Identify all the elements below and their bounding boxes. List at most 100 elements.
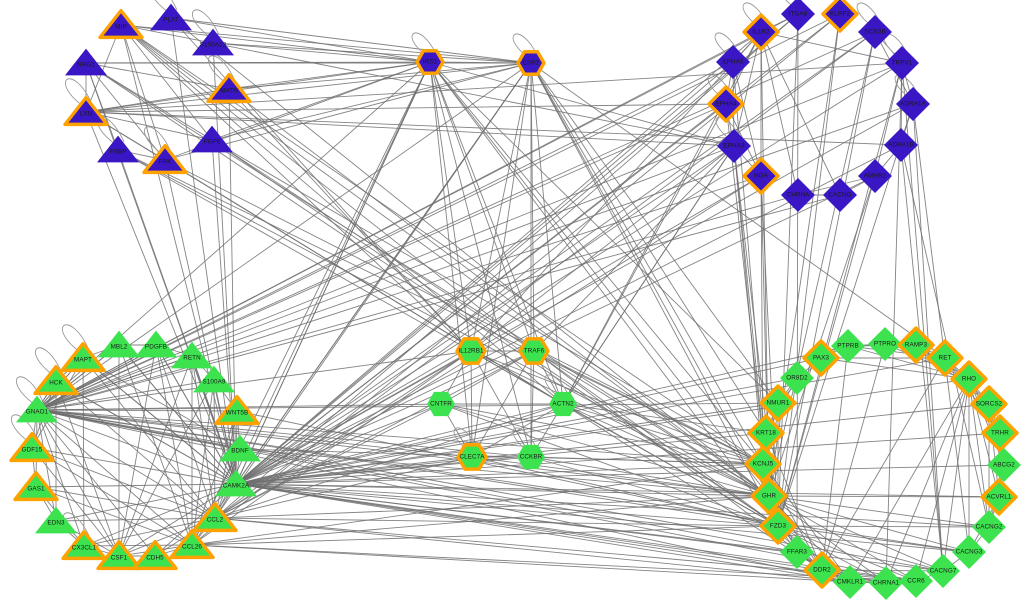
diamond-node-shape[interactable]	[831, 329, 865, 363]
graph-node[interactable]: PLAT	[150, 3, 192, 31]
triangle-node-shape[interactable]	[60, 341, 106, 373]
graph-node[interactable]: ESR2	[516, 50, 546, 76]
diamond-node-shape[interactable]	[717, 129, 751, 163]
graph-node[interactable]: GAS1	[13, 470, 59, 502]
diamond-node-shape[interactable]	[821, 0, 859, 33]
diamond-node-shape[interactable]	[759, 507, 797, 545]
diamond-node-shape[interactable]	[780, 361, 814, 395]
triangle-node-shape[interactable]	[35, 506, 77, 534]
triangle-node-shape[interactable]	[132, 539, 178, 571]
hexagon-node-shape[interactable]	[455, 337, 487, 365]
graph-node[interactable]: MAPT	[60, 341, 106, 373]
diamond-node-shape[interactable]	[750, 477, 788, 515]
diamond-node-shape[interactable]	[970, 385, 1008, 423]
diamond-node-shape[interactable]	[980, 478, 1018, 516]
graph-node[interactable]: IL12RB1	[455, 337, 487, 365]
graph-node[interactable]: IRS1	[415, 49, 445, 75]
graph-node[interactable]: WNT5B	[214, 394, 260, 426]
triangle-node-shape[interactable]	[9, 431, 55, 463]
diamond-node-shape[interactable]	[885, 46, 919, 80]
graph-node[interactable]: IL1R2	[742, 13, 780, 51]
triangle-node-shape[interactable]	[98, 8, 144, 40]
graph-node[interactable]: ABCG2	[987, 448, 1021, 482]
graph-node[interactable]: FNBP	[97, 135, 139, 163]
graph-node[interactable]: CHRNA1	[869, 566, 903, 600]
graph-node[interactable]: FRK	[142, 143, 188, 175]
triangle-node-shape[interactable]	[98, 330, 140, 358]
diamond-node-shape[interactable]	[802, 339, 840, 377]
diamond-node-shape[interactable]	[858, 15, 892, 49]
triangle-node-shape[interactable]	[214, 394, 260, 426]
triangle-node-shape[interactable]	[13, 470, 59, 502]
diamond-node-shape[interactable]	[716, 45, 750, 79]
graph-node[interactable]: CNTFR	[427, 391, 455, 417]
triangle-node-shape[interactable]	[171, 341, 213, 369]
diamond-node-shape[interactable]	[781, 0, 815, 31]
diamond-node-shape[interactable]	[884, 128, 918, 162]
diamond-node-shape[interactable]	[781, 178, 815, 212]
graph-node[interactable]: CLEC7A	[456, 443, 488, 471]
triangle-node-shape[interactable]	[135, 330, 177, 358]
graph-node[interactable]: NRG1	[65, 48, 107, 76]
triangle-node-shape[interactable]	[150, 3, 192, 31]
diamond-node-shape[interactable]	[926, 554, 960, 588]
hexagon-node-shape[interactable]	[516, 50, 546, 76]
graph-node[interactable]: PTPRO	[868, 327, 902, 361]
triangle-node-shape[interactable]	[192, 28, 234, 56]
graph-node[interactable]: CACNG3	[952, 535, 986, 569]
diamond-node-shape[interactable]	[987, 448, 1021, 482]
graph-node[interactable]: GHR	[750, 477, 788, 515]
triangle-node-shape[interactable]	[61, 529, 107, 561]
graph-node[interactable]: RHO	[950, 360, 988, 398]
graph-node[interactable]: MBL2	[98, 330, 140, 358]
diamond-node-shape[interactable]	[897, 326, 935, 364]
diamond-node-shape[interactable]	[868, 327, 902, 361]
diamond-node-shape[interactable]	[926, 339, 964, 377]
hexagon-node-shape[interactable]	[456, 443, 488, 471]
graph-node[interactable]: ACVRL1	[980, 478, 1018, 516]
triangle-node-shape[interactable]	[192, 501, 238, 533]
diamond-node-shape[interactable]	[972, 510, 1006, 544]
graph-node[interactable]: SCN3B	[858, 15, 892, 49]
triangle-node-shape[interactable]	[191, 125, 233, 153]
graph-node[interactable]: FGF6	[191, 125, 233, 153]
diamond-node-shape[interactable]	[742, 157, 780, 195]
triangle-node-shape[interactable]	[97, 135, 139, 163]
graph-node[interactable]: CACNG2	[972, 510, 1006, 544]
diamond-node-shape[interactable]	[707, 85, 745, 123]
triangle-node-shape[interactable]	[65, 48, 107, 76]
diamond-node-shape[interactable]	[833, 565, 867, 599]
triangle-node-shape[interactable]	[96, 539, 142, 571]
graph-node[interactable]: NGA	[742, 157, 780, 195]
diamond-node-shape[interactable]	[869, 566, 903, 600]
graph-node[interactable]: TRPV1	[885, 46, 919, 80]
graph-node[interactable]: CACNG	[823, 178, 857, 212]
graph-node[interactable]: MIP	[98, 8, 144, 40]
graph-node[interactable]: S100A12	[192, 28, 234, 56]
graph-node[interactable]: ITGA8	[781, 0, 815, 31]
triangle-node-shape[interactable]	[215, 469, 257, 497]
diamond-node-shape[interactable]	[803, 551, 841, 589]
hexagon-node-shape[interactable]	[549, 391, 577, 417]
diamond-node-shape[interactable]	[759, 384, 797, 422]
graph-node[interactable]: KLRF2	[821, 0, 859, 33]
diamond-node-shape[interactable]	[950, 360, 988, 398]
diamond-node-shape[interactable]	[896, 87, 930, 121]
diamond-node-shape[interactable]	[981, 414, 1019, 452]
triangle-node-shape[interactable]	[33, 364, 79, 396]
diamond-node-shape[interactable]	[899, 564, 933, 598]
diamond-node-shape[interactable]	[823, 178, 857, 212]
triangle-node-shape[interactable]	[169, 528, 215, 560]
diamond-node-shape[interactable]	[744, 445, 782, 483]
triangle-node-shape[interactable]	[206, 72, 252, 104]
triangle-node-shape[interactable]	[142, 143, 188, 175]
hexagon-node-shape[interactable]	[518, 337, 550, 365]
diamond-node-shape[interactable]	[952, 535, 986, 569]
graph-node[interactable]: TRAF6	[518, 337, 550, 365]
hexagon-node-shape[interactable]	[427, 391, 455, 417]
diamond-node-shape[interactable]	[858, 159, 892, 193]
nodes-layer[interactable]: MIPPLATS100A12NRG1MATNLXNFGF6FNBPFRKIRS1…	[9, 0, 1021, 600]
triangle-node-shape[interactable]	[219, 434, 261, 462]
